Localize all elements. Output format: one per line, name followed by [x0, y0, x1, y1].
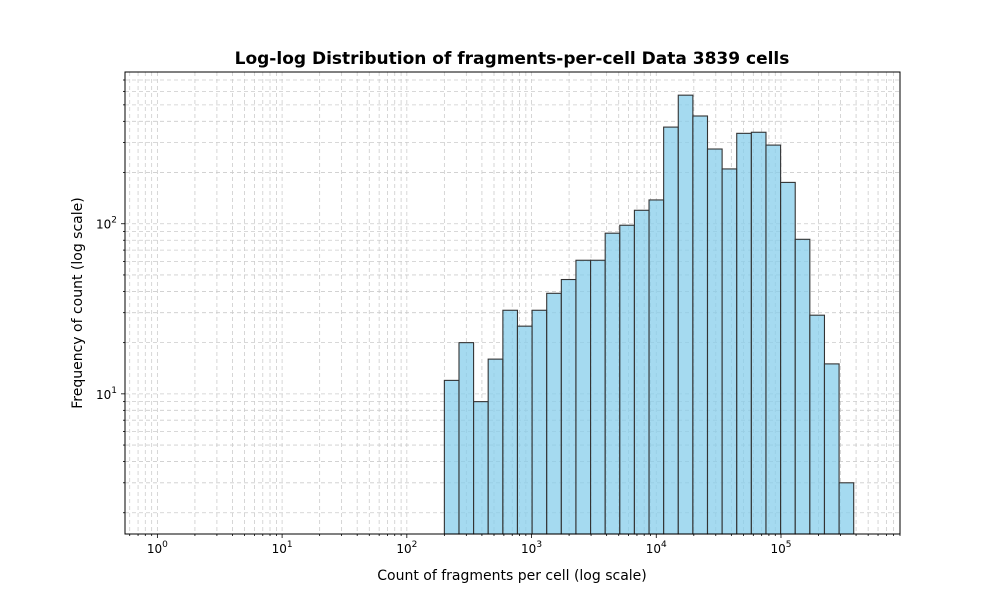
- axis-ticks: 100 101 102 103 104 105 101 102: [96, 79, 901, 556]
- histogram-bar: [794, 238, 811, 535]
- histogram-bar: [590, 259, 606, 535]
- x-axis-label: Count of fragments per cell (log scale): [377, 568, 647, 584]
- histogram-bar: [619, 224, 635, 535]
- histogram-bar: [736, 132, 752, 535]
- histogram-bar: [546, 292, 562, 535]
- histogram-bar: [502, 309, 519, 535]
- histogram-bars: [443, 94, 855, 535]
- y-axis-label: Frequency of count (log scale): [70, 197, 86, 408]
- x-tick-label: 105: [770, 540, 791, 556]
- histogram-bar: [516, 325, 533, 535]
- histogram-bar: [633, 209, 650, 535]
- histogram-bar: [677, 94, 694, 535]
- histogram-bar: [780, 181, 796, 535]
- histogram-bar: [648, 199, 665, 535]
- histogram-bar: [575, 259, 592, 535]
- x-tick-label: 100: [147, 540, 168, 556]
- y-tick-label: 101: [96, 386, 117, 402]
- histogram-bar: [823, 363, 840, 535]
- histogram-bar: [458, 342, 475, 535]
- x-tick-label: 104: [646, 540, 667, 556]
- histogram-bar: [604, 232, 621, 535]
- histogram-bar: [809, 314, 826, 535]
- histogram-bar: [487, 358, 504, 535]
- histogram-bar: [473, 401, 489, 535]
- histogram-bar: [663, 126, 679, 535]
- histogram-bar: [838, 482, 855, 535]
- histogram-bar: [531, 309, 548, 535]
- y-tick-label: 102: [96, 216, 117, 232]
- histogram-bar: [443, 379, 460, 535]
- histogram-bar: [765, 144, 782, 535]
- x-tick-label: 103: [521, 540, 542, 556]
- histogram-bar: [706, 148, 723, 535]
- histogram-bar: [721, 168, 738, 535]
- x-tick-label: 102: [396, 540, 417, 556]
- histogram-bar: [692, 115, 709, 535]
- chart-title: Log-log Distribution of fragments-per-ce…: [235, 49, 790, 69]
- histogram-bar: [750, 131, 767, 535]
- x-tick-label: 101: [272, 540, 293, 556]
- histogram-bar: [560, 278, 577, 535]
